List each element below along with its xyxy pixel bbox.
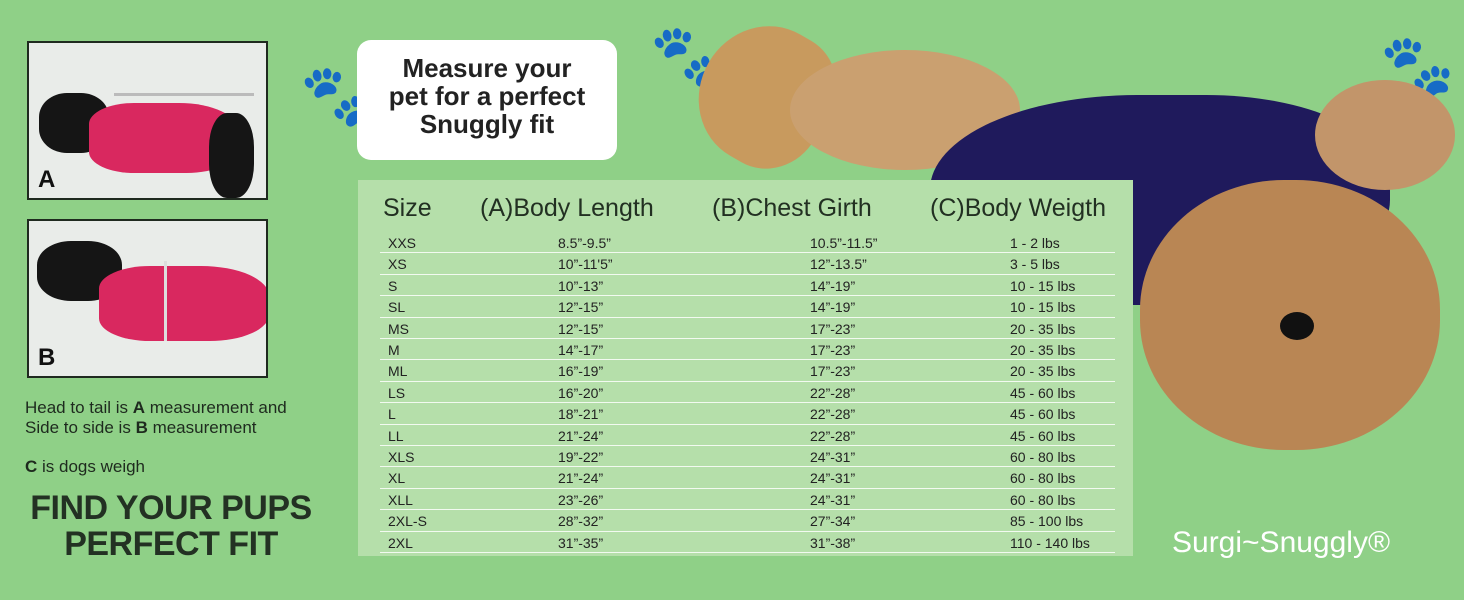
table-row: XS 10”-11'5” 12”-13.5” 3 - 5 lbs [380, 253, 1115, 275]
table-row: XXS 8.5”-9.5” 10.5”-11.5” 1 - 2 lbs [380, 232, 1115, 254]
photo-measurement-a: A [27, 41, 268, 200]
table-cell: 1 - 2 lbs [1010, 235, 1060, 251]
instruction-c: C is dogs weigh [25, 457, 146, 476]
table-cell: 60 - 80 lbs [1010, 470, 1076, 487]
table-cell: 14”-19” [810, 299, 856, 316]
table-cell: 45 - 60 lbs [1010, 406, 1076, 423]
photo-measurement-b: B [27, 219, 268, 378]
table-cell: 28”-32” [558, 513, 604, 530]
table-cell: XS [388, 256, 407, 273]
table-cell: 12”-15” [558, 299, 604, 316]
table-row: M 14”-17” 17”-23” 20 - 35 lbs [380, 339, 1115, 361]
table-cell: 10”-13” [558, 277, 604, 294]
table-cell: 24”-31” [810, 449, 856, 465]
table-cell: XLS [388, 449, 415, 465]
instruction-a-b: Head to tail is A measurement and Side t… [25, 398, 287, 437]
table-cell: 10 - 15 lbs [1010, 277, 1076, 294]
table-cell: 20 - 35 lbs [1010, 342, 1076, 358]
table-row: L 18”-21” 22”-28” 45 - 60 lbs [380, 403, 1115, 425]
table-row: LS 16”-20” 22”-28” 45 - 60 lbs [380, 382, 1115, 404]
table-cell: 20 - 35 lbs [1010, 320, 1076, 337]
table-row: XLS 19”-22” 24”-31” 60 - 80 lbs [380, 446, 1115, 468]
table-cell: 60 - 80 lbs [1010, 449, 1076, 465]
table-cell: 22”-28” [810, 406, 856, 423]
size-chart-table: Size (A)Body Length (B)Chest Girth (C)Bo… [358, 180, 1133, 556]
table-cell: 14”-19” [810, 277, 856, 294]
table-cell: 31”-35” [558, 534, 604, 551]
table-cell: 14”-17” [558, 342, 604, 358]
table-cell: 18”-21” [558, 406, 604, 423]
table-cell: 85 - 100 lbs [1010, 513, 1084, 530]
measure-bubble: Measure your pet for a perfect Snuggly fit [357, 40, 617, 160]
table-cell: SL [388, 299, 406, 316]
header-chest-girth: (B)Chest Girth [712, 194, 872, 222]
table-cell: 3 - 5 lbs [1010, 256, 1060, 273]
table-cell: ML [388, 363, 408, 380]
table-row: MS 12”-15” 17”-23” 20 - 35 lbs [380, 318, 1115, 339]
table-cell: 16”-20” [558, 384, 604, 401]
table-cell: 22”-28” [810, 384, 856, 401]
table-cell: 23”-26” [558, 491, 604, 508]
table-cell: 16”-19” [558, 363, 604, 380]
table-row: 2XL-S 28”-32” 27”-34” 85 - 100 lbs [380, 510, 1115, 532]
table-cell: 45 - 60 lbs [1010, 384, 1076, 401]
table-row: 2XL 31”-35” 31”-38” 110 - 140 lbs [380, 532, 1115, 553]
table-cell: 17”-23” [810, 342, 856, 358]
table-cell: 21”-24” [558, 470, 604, 487]
table-cell: LS [388, 384, 406, 401]
table-cell: M [388, 342, 400, 358]
table-cell: XL [388, 470, 406, 487]
table-row: XLL 23”-26” 24”-31” 60 - 80 lbs [380, 489, 1115, 511]
table-cell: 110 - 140 lbs [1010, 534, 1090, 551]
table-row: SL 12”-15” 14”-19” 10 - 15 lbs [380, 296, 1115, 318]
table-cell: XLL [388, 491, 413, 508]
table-cell: 24”-31” [810, 470, 856, 487]
table-row: S 10”-13” 14”-19” 10 - 15 lbs [380, 275, 1115, 297]
table-cell: 10 - 15 lbs [1010, 299, 1076, 316]
table-cell: 19”-22” [558, 449, 604, 465]
brand-logo: Surgi~Snuggly® [1172, 526, 1391, 559]
table-cell: 45 - 60 lbs [1010, 427, 1076, 444]
table-cell: 24”-31” [810, 491, 856, 508]
table-cell: 8.5”-9.5” [558, 235, 611, 251]
table-cell: 17”-23” [810, 363, 856, 380]
table-cell: 31”-38” [810, 534, 856, 551]
table-cell: 2XL [388, 534, 413, 551]
table-cell: 60 - 80 lbs [1010, 491, 1076, 508]
table-cell: LL [388, 427, 404, 444]
table-cell: 17”-23” [810, 320, 856, 337]
table-cell: 27”-34” [810, 513, 856, 530]
table-cell: XXS [388, 235, 417, 251]
table-cell: 21”-24” [558, 427, 604, 444]
table-cell: 22”-28” [810, 427, 856, 444]
table-cell: MS [388, 320, 409, 337]
table-cell: 12”-15” [558, 320, 604, 337]
table-row: LL 21”-24” 22”-28” 45 - 60 lbs [380, 425, 1115, 446]
table-cell: 12”-13.5” [810, 256, 867, 273]
table-cell: 10”-11'5” [558, 256, 613, 273]
photo-label: A [38, 166, 56, 193]
header-body-length: (A)Body Length [480, 194, 654, 222]
headline: FIND YOUR PUPS PERFECT FIT [30, 489, 312, 563]
table-cell: 20 - 35 lbs [1010, 363, 1076, 380]
table-row: ML 16”-19” 17”-23” 20 - 35 lbs [380, 360, 1115, 382]
header-body-weight: (C)Body Weigth [930, 194, 1106, 222]
photo-label: B [38, 344, 56, 371]
table-cell: 10.5”-11.5” [810, 235, 878, 251]
table-cell: S [388, 277, 398, 294]
header-size: Size [383, 194, 432, 222]
table-row: XL 21”-24” 24”-31” 60 - 80 lbs [380, 467, 1115, 489]
table-cell: L [388, 406, 396, 423]
table-cell: 2XL-S [388, 513, 427, 530]
